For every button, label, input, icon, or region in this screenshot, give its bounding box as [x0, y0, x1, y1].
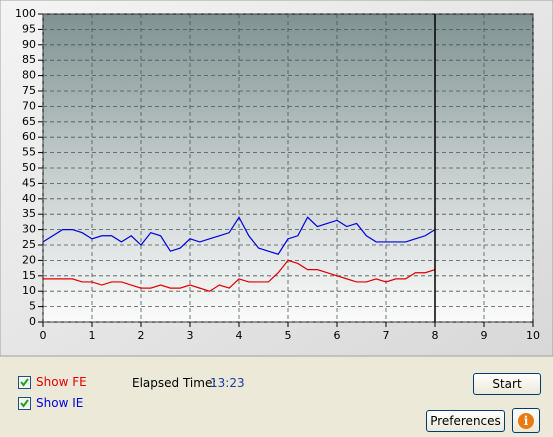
y-tick-label: 85: [22, 53, 36, 66]
x-tick-label: 7: [383, 329, 390, 342]
elapsed-value: 13:23: [210, 376, 245, 390]
elapsed-label: Elapsed Time:: [132, 376, 217, 390]
y-tick-label: 15: [22, 269, 36, 282]
info-button[interactable]: i: [512, 408, 540, 433]
checkbox[interactable]: [18, 376, 31, 389]
legend-label[interactable]: Show FE: [36, 375, 87, 389]
y-tick-label: 25: [22, 238, 36, 251]
y-tick-label: 100: [15, 7, 36, 20]
x-tick-label: 1: [89, 329, 96, 342]
y-tick-label: 10: [22, 284, 36, 297]
x-tick-label: 9: [481, 329, 488, 342]
y-tick-label: 70: [22, 99, 36, 112]
x-tick-label: 2: [138, 329, 145, 342]
start-button[interactable]: Start: [473, 373, 541, 395]
series-line: [42, 216, 436, 255]
series-line: [43, 259, 436, 292]
y-tick-label: 90: [22, 38, 36, 51]
chart: 0510152025303540455055606570758085909510…: [0, 0, 553, 357]
y-tick-label: 40: [22, 192, 36, 205]
x-tick-label: 3: [187, 329, 194, 342]
x-tick-label: 5: [285, 329, 292, 342]
y-tick-label: 60: [22, 130, 36, 143]
y-tick-label: 95: [22, 22, 36, 35]
y-tick-label: 5: [29, 300, 36, 313]
y-tick-label: 80: [22, 69, 36, 82]
y-tick-label: 75: [22, 84, 36, 97]
y-tick-label: 35: [22, 207, 36, 220]
legend-label[interactable]: Show IE: [36, 396, 84, 410]
y-tick-label: 0: [29, 315, 36, 328]
y-tick-label: 55: [22, 146, 36, 159]
y-tick-label: 45: [22, 176, 36, 189]
info-icon: i: [518, 412, 534, 429]
y-tick-label: 20: [22, 253, 36, 266]
x-tick-label: 10: [526, 329, 540, 342]
x-tick-label: 6: [334, 329, 341, 342]
x-tick-label: 8: [432, 329, 439, 342]
y-tick-label: 50: [22, 161, 36, 174]
x-tick-label: 4: [236, 329, 243, 342]
y-tick-label: 30: [22, 223, 36, 236]
checkbox[interactable]: [18, 397, 31, 410]
y-tick-label: 65: [22, 115, 36, 128]
preferences-button[interactable]: Preferences: [426, 410, 505, 432]
x-tick-label: 0: [40, 329, 47, 342]
